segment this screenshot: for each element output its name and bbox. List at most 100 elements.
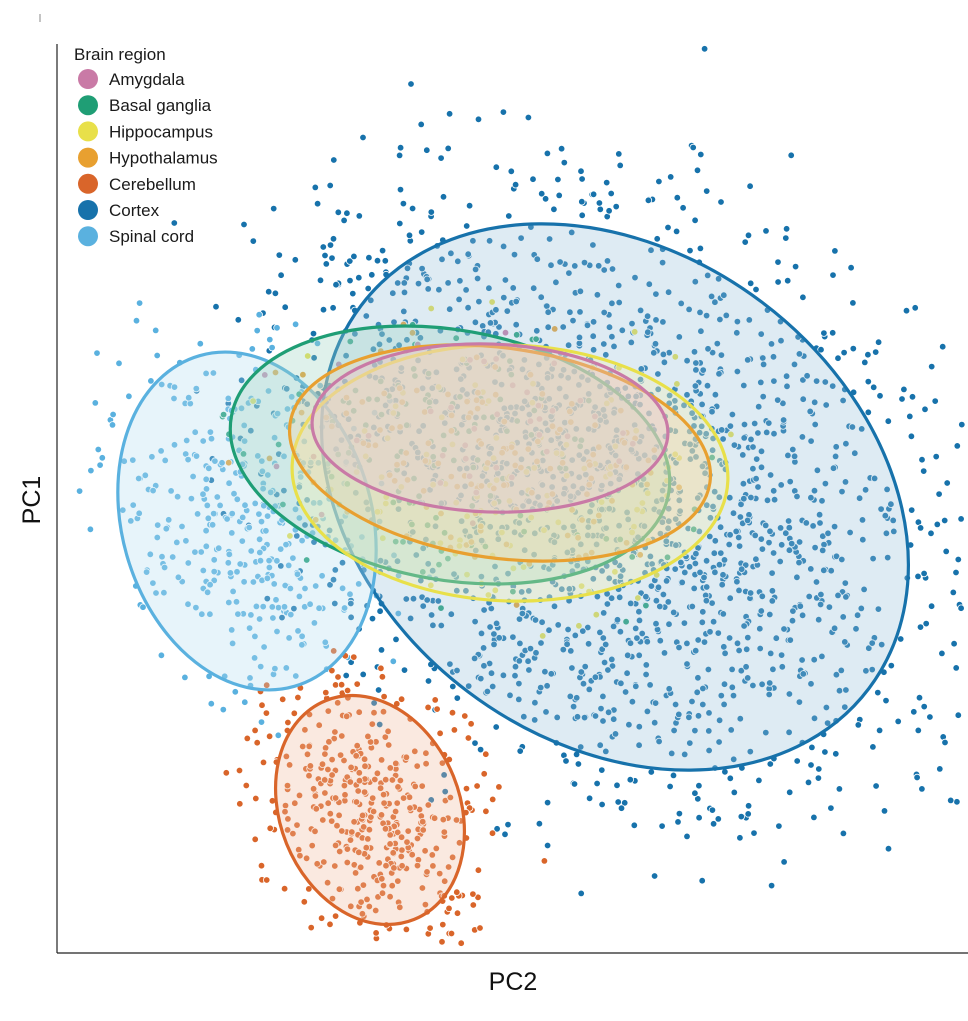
data-point-cortex bbox=[818, 497, 826, 505]
data-point-cortex bbox=[869, 743, 877, 751]
data-point-cortex bbox=[645, 280, 653, 288]
data-point-cortex bbox=[683, 357, 691, 365]
data-point-cortex bbox=[747, 493, 755, 502]
data-point-cortex bbox=[602, 351, 610, 359]
data-point-spinal-cord bbox=[255, 311, 263, 319]
data-point-cortex bbox=[545, 626, 553, 634]
data-point-cortex bbox=[726, 594, 734, 602]
data-point-cortex bbox=[921, 405, 929, 413]
data-point-cortex bbox=[604, 708, 613, 716]
data-point-cortex bbox=[615, 522, 623, 530]
data-point-spinal-cord bbox=[108, 421, 117, 429]
data-point-cortex bbox=[615, 281, 623, 290]
data-point-cerebellum bbox=[469, 901, 477, 909]
data-point-cortex bbox=[874, 605, 883, 613]
data-point-cortex bbox=[569, 482, 578, 490]
data-point-cortex bbox=[617, 679, 625, 687]
data-point-cortex bbox=[613, 616, 622, 624]
data-point-cortex bbox=[554, 621, 562, 629]
data-point-cortex bbox=[618, 326, 626, 334]
data-point-cortex bbox=[785, 728, 793, 736]
data-point-cortex bbox=[715, 738, 723, 746]
data-point-cortex bbox=[916, 524, 925, 532]
data-point-cortex bbox=[739, 451, 747, 459]
data-point-cortex bbox=[954, 711, 962, 719]
data-point-cortex bbox=[607, 594, 616, 602]
data-point-cortex bbox=[290, 604, 298, 613]
data-point-cortex bbox=[452, 365, 461, 373]
legend-label-hypothalamus: Hypothalamus bbox=[109, 149, 218, 168]
data-point-cortex bbox=[815, 616, 823, 624]
data-point-cortex bbox=[589, 575, 597, 583]
data-point-cortex bbox=[362, 312, 370, 320]
data-point-cortex bbox=[675, 809, 684, 818]
data-point-cortex bbox=[665, 620, 673, 628]
data-point-cortex bbox=[898, 395, 906, 403]
data-point-cortex bbox=[635, 608, 643, 616]
data-point-cortex bbox=[301, 521, 309, 529]
data-point-cortex bbox=[364, 284, 372, 293]
data-point-cortex bbox=[809, 522, 817, 530]
data-point-cortex bbox=[598, 567, 606, 575]
data-point-cerebellum bbox=[242, 781, 250, 790]
data-point-cortex bbox=[730, 788, 738, 797]
data-point-cortex bbox=[644, 328, 652, 336]
data-point-cerebellum bbox=[378, 673, 387, 681]
data-point-cortex bbox=[749, 465, 757, 473]
data-point-cortex bbox=[340, 216, 348, 225]
data-point-cortex bbox=[331, 599, 339, 608]
data-point-cortex bbox=[396, 185, 405, 194]
data-point-cortex bbox=[677, 558, 685, 567]
data-point-cortex bbox=[920, 467, 928, 475]
data-point-spinal-cord bbox=[96, 461, 104, 469]
data-point-cortex bbox=[941, 516, 949, 525]
data-point-cortex bbox=[506, 691, 514, 699]
data-point-cortex bbox=[839, 613, 847, 621]
data-point-cortex bbox=[577, 889, 585, 898]
data-point-cortex bbox=[572, 425, 580, 433]
data-point-cortex bbox=[580, 258, 589, 267]
data-point-cortex bbox=[673, 193, 681, 202]
data-point-cortex bbox=[651, 719, 659, 727]
data-point-cortex bbox=[722, 311, 730, 320]
data-point-cortex bbox=[613, 781, 621, 789]
data-point-cortex bbox=[575, 451, 583, 459]
data-point-cortex bbox=[816, 600, 825, 609]
data-point-spinal-cord bbox=[389, 657, 397, 665]
data-point-cortex bbox=[807, 494, 815, 502]
data-point-cortex bbox=[676, 507, 684, 515]
data-point-cortex bbox=[591, 712, 600, 720]
data-point-cortex bbox=[497, 380, 506, 389]
data-point-cortex bbox=[291, 256, 299, 264]
data-point-cortex bbox=[774, 258, 782, 266]
data-point-cerebellum bbox=[448, 894, 456, 902]
data-point-cortex bbox=[755, 776, 763, 785]
data-point-cortex bbox=[780, 625, 788, 633]
data-point-cortex bbox=[938, 649, 946, 658]
x-axis-label: PC2 bbox=[489, 968, 538, 996]
data-point-cortex bbox=[715, 716, 724, 724]
data-point-cortex bbox=[533, 327, 541, 335]
data-point-cortex bbox=[237, 376, 246, 384]
data-point-cortex bbox=[694, 795, 702, 803]
data-point-cortex bbox=[347, 613, 355, 621]
data-point-cortex bbox=[644, 196, 653, 204]
data-point-cortex bbox=[744, 231, 753, 239]
data-point-cortex bbox=[462, 286, 470, 294]
data-point-cortex bbox=[490, 640, 498, 649]
data-point-cortex bbox=[706, 628, 714, 636]
data-point-cortex bbox=[603, 257, 612, 265]
data-point-cortex bbox=[770, 430, 778, 438]
data-point-cortex bbox=[489, 682, 497, 691]
data-point-cortex bbox=[538, 618, 546, 626]
data-point-cortex bbox=[636, 375, 645, 384]
data-point-cortex bbox=[729, 691, 738, 700]
data-point-cerebellum bbox=[350, 653, 358, 661]
data-point-cortex bbox=[478, 472, 487, 480]
legend-item-amygdala: Amygdala bbox=[78, 69, 185, 89]
data-point-cortex bbox=[557, 144, 566, 153]
data-point-cortex bbox=[664, 524, 672, 532]
data-point-cortex bbox=[735, 542, 744, 550]
data-point-cortex bbox=[610, 409, 618, 417]
data-point-cortex bbox=[392, 635, 400, 644]
